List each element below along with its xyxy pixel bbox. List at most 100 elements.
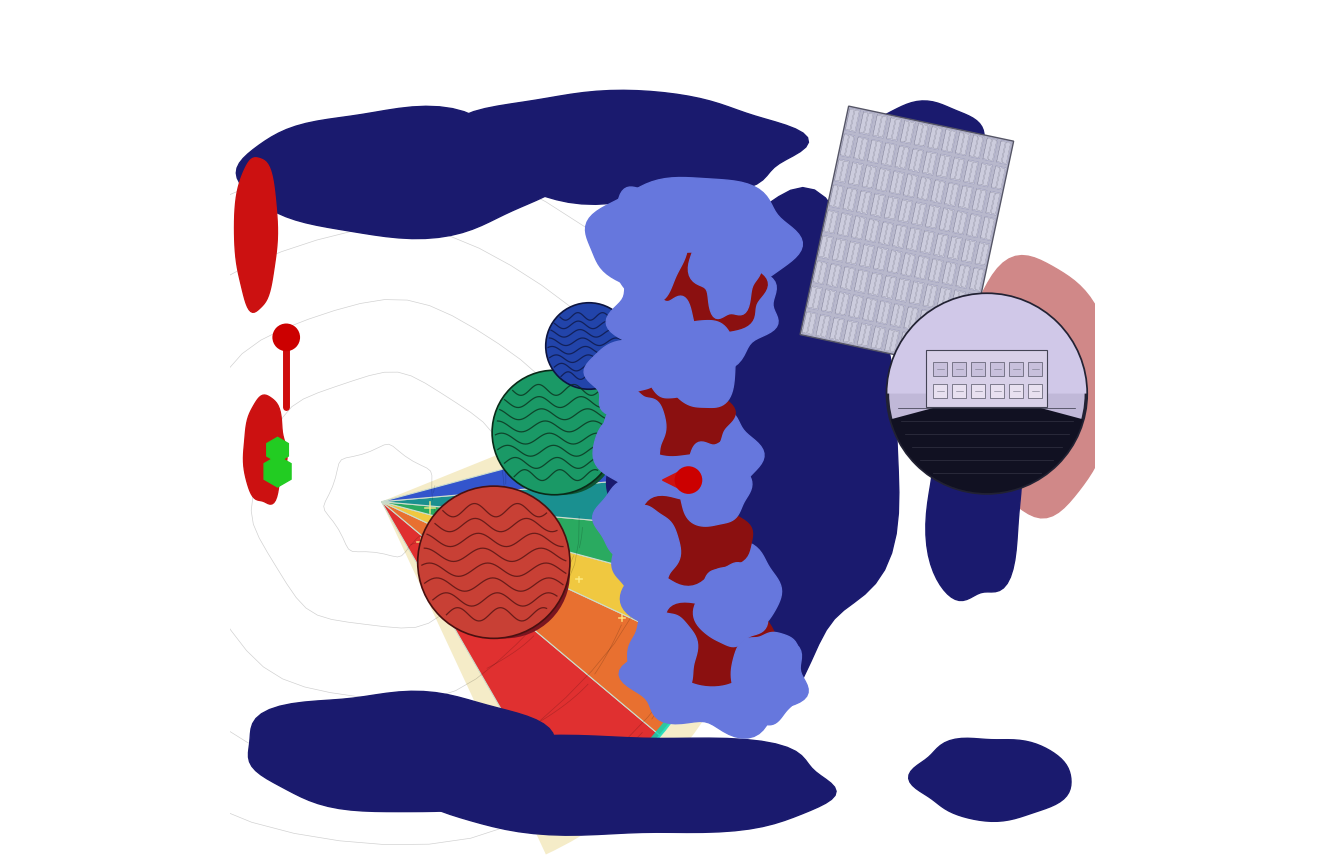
Polygon shape: [904, 334, 913, 355]
Wedge shape: [382, 502, 710, 735]
Polygon shape: [942, 130, 950, 151]
Polygon shape: [924, 285, 931, 306]
Polygon shape: [843, 187, 857, 211]
Polygon shape: [970, 295, 978, 316]
Bar: [990, 384, 1004, 398]
Polygon shape: [816, 314, 831, 338]
Polygon shape: [939, 208, 947, 230]
Polygon shape: [929, 285, 937, 307]
Polygon shape: [959, 319, 967, 340]
Polygon shape: [914, 123, 929, 147]
Polygon shape: [624, 494, 753, 585]
Wedge shape: [888, 294, 1086, 394]
Polygon shape: [843, 188, 852, 209]
Polygon shape: [876, 301, 885, 323]
Polygon shape: [957, 266, 965, 286]
Polygon shape: [886, 117, 901, 141]
Polygon shape: [819, 235, 833, 260]
Polygon shape: [925, 232, 934, 253]
Polygon shape: [904, 175, 912, 195]
Polygon shape: [868, 272, 882, 297]
Polygon shape: [912, 202, 926, 226]
Polygon shape: [881, 303, 890, 324]
Polygon shape: [840, 161, 848, 183]
Polygon shape: [844, 321, 852, 342]
Polygon shape: [898, 331, 913, 356]
Polygon shape: [912, 229, 921, 250]
Polygon shape: [835, 159, 849, 183]
Polygon shape: [937, 182, 945, 202]
Polygon shape: [868, 139, 882, 163]
Polygon shape: [901, 121, 909, 142]
Polygon shape: [991, 166, 1006, 190]
Polygon shape: [266, 438, 289, 462]
Polygon shape: [893, 225, 901, 247]
Polygon shape: [829, 212, 837, 233]
Polygon shape: [953, 210, 967, 234]
Wedge shape: [382, 470, 745, 534]
Polygon shape: [865, 219, 880, 243]
Polygon shape: [420, 735, 836, 836]
Polygon shape: [802, 311, 818, 336]
Polygon shape: [873, 115, 881, 136]
Polygon shape: [837, 213, 852, 237]
Polygon shape: [957, 255, 1112, 518]
Polygon shape: [959, 345, 967, 367]
Polygon shape: [934, 233, 949, 257]
Polygon shape: [249, 691, 554, 811]
Polygon shape: [876, 168, 890, 192]
Polygon shape: [922, 178, 931, 200]
Polygon shape: [884, 197, 893, 218]
Polygon shape: [845, 268, 855, 290]
Polygon shape: [933, 128, 942, 149]
Polygon shape: [950, 157, 959, 179]
Polygon shape: [851, 215, 867, 240]
Polygon shape: [613, 182, 688, 302]
Bar: [953, 362, 966, 376]
Polygon shape: [983, 164, 991, 186]
Polygon shape: [914, 151, 922, 171]
Polygon shape: [893, 224, 908, 248]
Polygon shape: [896, 305, 904, 327]
Polygon shape: [845, 109, 855, 131]
Polygon shape: [829, 318, 839, 339]
Wedge shape: [890, 394, 1083, 493]
Polygon shape: [863, 165, 871, 187]
Polygon shape: [914, 283, 924, 304]
Polygon shape: [889, 198, 898, 219]
Polygon shape: [832, 266, 840, 286]
Polygon shape: [884, 196, 900, 221]
Polygon shape: [845, 241, 861, 266]
Polygon shape: [824, 209, 839, 234]
Polygon shape: [884, 223, 893, 245]
Polygon shape: [930, 207, 939, 228]
Polygon shape: [975, 243, 983, 264]
Polygon shape: [868, 167, 876, 188]
Polygon shape: [955, 131, 970, 156]
Polygon shape: [900, 147, 909, 169]
Polygon shape: [945, 315, 961, 339]
Polygon shape: [835, 186, 843, 208]
Wedge shape: [382, 407, 743, 502]
Polygon shape: [959, 318, 974, 343]
Polygon shape: [859, 138, 868, 160]
Polygon shape: [235, 157, 277, 312]
Polygon shape: [947, 131, 955, 151]
Circle shape: [273, 324, 299, 351]
Polygon shape: [865, 246, 873, 267]
Polygon shape: [860, 272, 868, 292]
Polygon shape: [837, 240, 847, 261]
Polygon shape: [969, 134, 984, 158]
Polygon shape: [860, 244, 875, 268]
Polygon shape: [868, 273, 877, 294]
Polygon shape: [986, 192, 995, 213]
Polygon shape: [955, 132, 965, 154]
Polygon shape: [628, 606, 698, 715]
Polygon shape: [931, 180, 939, 202]
Polygon shape: [942, 262, 951, 284]
Polygon shape: [980, 244, 988, 265]
Polygon shape: [942, 129, 957, 153]
Bar: [1010, 384, 1023, 398]
Polygon shape: [961, 266, 970, 287]
Polygon shape: [814, 260, 828, 285]
